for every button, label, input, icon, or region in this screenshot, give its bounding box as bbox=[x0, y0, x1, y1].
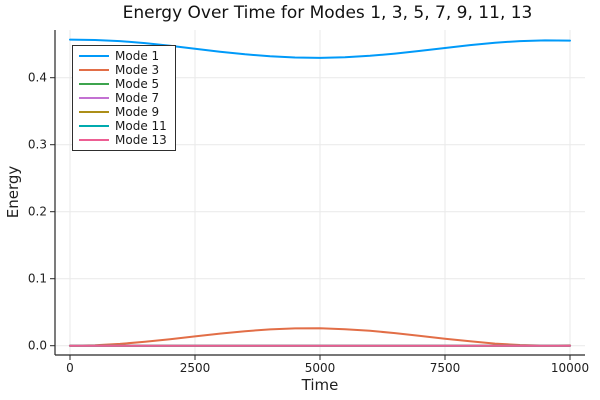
legend-label: Mode 7 bbox=[115, 91, 160, 105]
y-tick-label: 0.2 bbox=[28, 205, 47, 219]
legend-label: Mode 3 bbox=[115, 63, 160, 77]
legend-line-sample-icon bbox=[79, 97, 109, 99]
y-tick-label: 0.0 bbox=[28, 339, 47, 353]
x-axis-label: Time bbox=[301, 376, 339, 394]
legend-label: Mode 9 bbox=[115, 105, 160, 119]
legend-line-sample-icon bbox=[79, 125, 109, 127]
legend-line-sample-icon bbox=[79, 139, 109, 141]
x-tick-label: 10000 bbox=[551, 361, 589, 375]
legend-item: Mode 11 bbox=[79, 119, 167, 133]
data-series bbox=[69, 38, 571, 347]
legend-line-sample-icon bbox=[79, 83, 109, 85]
x-tick-label: 0 bbox=[66, 361, 74, 375]
y-tick-label: 0.4 bbox=[28, 71, 47, 85]
x-tick-label: 5000 bbox=[305, 361, 336, 375]
y-tick-label: 0.3 bbox=[28, 138, 47, 152]
legend-label: Mode 1 bbox=[115, 49, 160, 63]
legend: Mode 1 Mode 3 Mode 5 Mode 7 Mode 9 Mode … bbox=[72, 45, 176, 151]
legend-item: Mode 9 bbox=[79, 105, 167, 119]
legend-label: Mode 13 bbox=[115, 133, 167, 147]
x-tick-label: 7500 bbox=[430, 361, 461, 375]
y-axis-label: Energy bbox=[4, 165, 22, 219]
tick-labels: 0 2500 5000 7500 10000 0.0 0.1 0.2 0.3 0.4 bbox=[28, 71, 589, 375]
legend-label: Mode 5 bbox=[115, 77, 160, 91]
legend-label: Mode 11 bbox=[115, 119, 167, 133]
legend-item: Mode 1 bbox=[79, 49, 167, 63]
series-line-1 bbox=[69, 38, 571, 59]
legend-item: Mode 5 bbox=[79, 77, 167, 91]
legend-item: Mode 7 bbox=[79, 91, 167, 105]
legend-item: Mode 3 bbox=[79, 63, 167, 77]
axis-ticks bbox=[50, 77, 571, 360]
legend-item: Mode 13 bbox=[79, 133, 167, 147]
x-tick-label: 2500 bbox=[180, 361, 211, 375]
chart-title: Energy Over Time for Modes 1, 3, 5, 7, 9… bbox=[122, 3, 533, 23]
legend-line-sample-icon bbox=[79, 111, 109, 113]
legend-line-sample-icon bbox=[79, 69, 109, 71]
y-tick-label: 0.1 bbox=[28, 272, 47, 286]
series-line-3 bbox=[69, 327, 571, 347]
legend-line-sample-icon bbox=[79, 55, 109, 57]
